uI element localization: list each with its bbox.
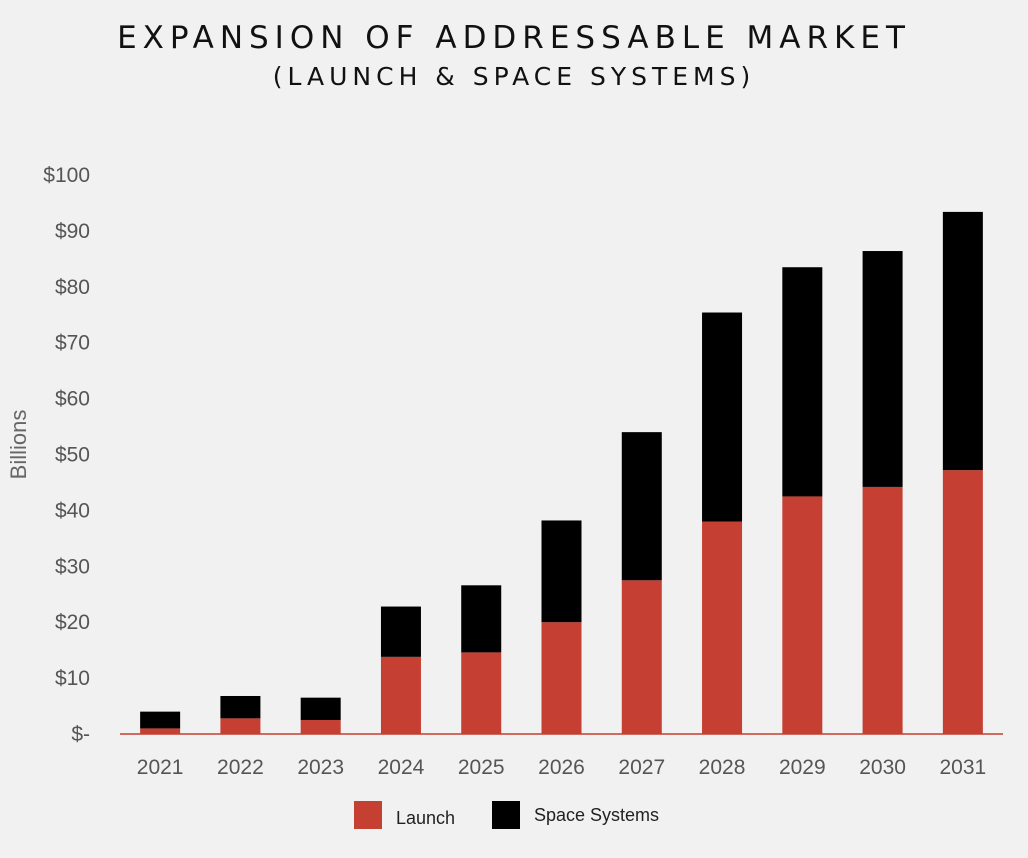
bar-launch-2025 (461, 652, 502, 734)
chart-subtitle: (LAUNCH & SPACE SYSTEMS) (272, 62, 756, 91)
bar-space-systems-2022 (220, 695, 261, 719)
legend-swatch-space-systems (492, 801, 520, 829)
x-tick-label: 2029 (779, 756, 826, 779)
y-tick-label: $10 (55, 667, 90, 690)
y-axis-label: Billions (6, 410, 31, 480)
bar-space-systems-2025 (461, 585, 502, 653)
bar-launch-2029 (782, 496, 823, 734)
y-tick-label: $60 (55, 388, 90, 411)
legend-label-launch: Launch (396, 808, 455, 828)
chart-title: EXPANSION OF ADDRESSABLE MARKET (117, 20, 911, 56)
bar-launch-2027 (621, 580, 662, 734)
bar-launch-2021 (140, 728, 181, 734)
y-tick-label: $80 (55, 276, 90, 299)
bar-launch-2024 (380, 656, 421, 734)
y-tick-label: $50 (55, 444, 90, 467)
x-tick-label: 2028 (699, 756, 746, 779)
x-tick-label: 2031 (940, 756, 987, 779)
y-tick-label: $40 (55, 499, 90, 522)
bar-launch-2026 (541, 622, 582, 734)
x-tick-label: 2030 (859, 756, 906, 779)
y-tick-label: $70 (55, 332, 90, 355)
y-tick-label: $30 (55, 555, 90, 578)
bar-space-systems-2027 (621, 432, 662, 581)
y-tick-label: $20 (55, 611, 90, 634)
x-tick-label: 2022 (217, 756, 264, 779)
bar-launch-2028 (702, 521, 743, 734)
x-tick-label: 2026 (538, 756, 585, 779)
bar-launch-2022 (220, 718, 261, 734)
bar-space-systems-2026 (541, 520, 582, 623)
legend-swatch-launch (354, 801, 382, 829)
bar-launch-2023 (300, 720, 341, 734)
bar-space-systems-2029 (782, 267, 823, 497)
bar-space-systems-2030 (862, 251, 903, 487)
x-tick-label: 2021 (137, 756, 184, 779)
bar-space-systems-2024 (380, 606, 421, 657)
bar-space-systems-2023 (300, 697, 341, 721)
x-tick-label: 2027 (618, 756, 665, 779)
legend-label-space-systems: Space Systems (534, 805, 659, 825)
bar-space-systems-2028 (702, 312, 743, 522)
x-tick-label: 2024 (378, 756, 425, 779)
bar-launch-2030 (862, 486, 903, 734)
y-tick-label: $100 (43, 164, 90, 187)
x-tick-label: 2023 (297, 756, 344, 779)
bar-launch-2031 (942, 470, 983, 734)
y-tick-label: $90 (55, 220, 90, 243)
bar-space-systems-2031 (942, 211, 983, 471)
bar-space-systems-2021 (140, 711, 181, 729)
y-tick-label: $- (71, 723, 90, 746)
x-tick-label: 2025 (458, 756, 505, 779)
